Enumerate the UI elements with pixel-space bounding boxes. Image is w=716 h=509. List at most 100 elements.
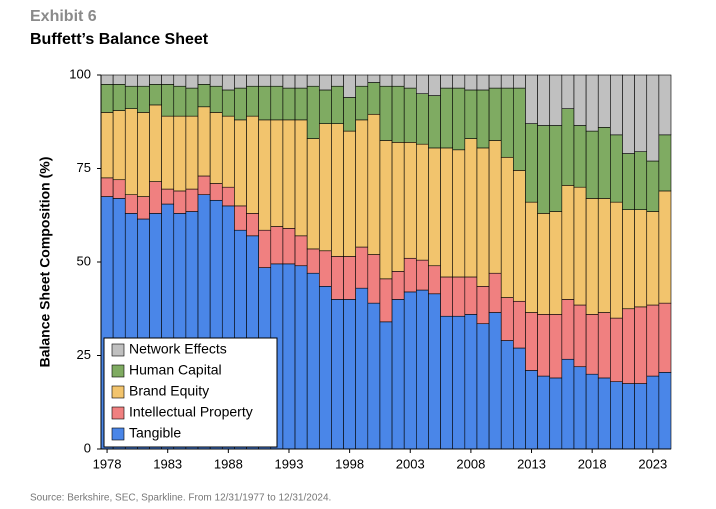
bar-segment xyxy=(585,373,599,450)
bar-segment xyxy=(597,198,611,313)
bar-segment xyxy=(149,74,162,85)
bar-segment xyxy=(234,87,247,121)
bar-segment xyxy=(355,85,369,121)
bar-segment xyxy=(476,74,490,91)
bar-segment xyxy=(610,74,623,136)
legend-swatch xyxy=(111,364,125,378)
bar-segment xyxy=(646,211,660,306)
bar-segment xyxy=(500,87,514,158)
bar-segment xyxy=(403,257,417,293)
bar-segment xyxy=(270,226,284,265)
bar-segment xyxy=(634,306,648,384)
bar-segment xyxy=(561,299,575,360)
bar-segment xyxy=(270,85,284,121)
bar-segment xyxy=(391,74,405,87)
bar-segment xyxy=(500,340,514,450)
bar-segment xyxy=(294,235,308,267)
bar-segment xyxy=(525,74,538,124)
bar-segment xyxy=(549,211,563,315)
bar-segment xyxy=(306,248,320,274)
bar-segment xyxy=(318,74,332,91)
bar-segment xyxy=(500,74,514,89)
bar-segment xyxy=(561,358,575,450)
bar-segment xyxy=(525,370,538,450)
bar-segment xyxy=(161,74,175,85)
bar-segment xyxy=(525,312,538,371)
bar-segment xyxy=(525,123,538,203)
bar-segment xyxy=(561,74,575,109)
bar-segment xyxy=(622,153,635,210)
bar-segment xyxy=(234,205,247,231)
bar-segment xyxy=(537,213,551,315)
bar-segment xyxy=(173,85,187,117)
bar-segment xyxy=(379,140,393,280)
exhibit-label: Exhibit 6 xyxy=(30,8,97,25)
bar-segment xyxy=(221,74,235,91)
bar-segment xyxy=(282,119,296,229)
bar-segment xyxy=(440,74,454,89)
bar-segment xyxy=(610,381,623,450)
bar-segment xyxy=(100,177,114,197)
bar-segment xyxy=(343,74,356,98)
bar-segment xyxy=(488,272,502,313)
bar-segment xyxy=(234,119,247,207)
bar-segment xyxy=(452,87,466,151)
bar-segment xyxy=(585,198,599,315)
bar-segment xyxy=(597,127,611,199)
bar-segment xyxy=(185,188,199,212)
bar-segment xyxy=(367,302,381,450)
bar-segment xyxy=(573,304,587,368)
bar-segment xyxy=(258,74,272,87)
legend-label: Intellectual Property xyxy=(129,404,253,420)
bar-segment xyxy=(464,138,478,278)
y-tick-label: 50 xyxy=(77,253,91,268)
bar-segment xyxy=(137,112,150,197)
bar-segment xyxy=(646,160,660,212)
bar-segment xyxy=(488,312,502,450)
bar-segment xyxy=(549,74,563,126)
bar-segment xyxy=(306,74,320,87)
bar-segment xyxy=(585,130,599,199)
bar-segment xyxy=(173,115,187,192)
bar-segment xyxy=(124,85,138,109)
bar-segment xyxy=(452,74,466,89)
bar-segment xyxy=(549,314,563,379)
bar-segment xyxy=(355,119,369,248)
bar-segment xyxy=(476,147,490,287)
bar-segment xyxy=(428,293,441,450)
bar-segment xyxy=(391,271,405,300)
bar-segment xyxy=(367,74,381,83)
bar-segment xyxy=(367,82,381,115)
y-tick-label: 75 xyxy=(77,160,91,175)
bar-segment xyxy=(343,299,356,450)
bar-segment xyxy=(416,259,429,291)
bar-segment xyxy=(403,87,417,143)
bar-segment xyxy=(306,138,320,250)
bar-segment xyxy=(658,302,672,373)
bar-segment xyxy=(488,140,502,274)
bar-segment xyxy=(270,119,284,227)
bar-segment xyxy=(597,74,611,128)
bar-segment xyxy=(476,286,490,325)
x-tick-label: 1998 xyxy=(335,456,364,471)
bar-segment xyxy=(355,246,369,289)
bar-segment xyxy=(197,106,211,177)
bar-segment xyxy=(416,74,429,95)
x-tick-label: 1993 xyxy=(275,456,304,471)
bar-segment xyxy=(100,112,114,179)
bar-segment xyxy=(112,74,126,85)
bar-segment xyxy=(488,87,502,141)
bar-segment xyxy=(488,74,502,89)
bar-segment xyxy=(549,125,563,212)
bar-segment xyxy=(391,299,405,450)
bar-segment xyxy=(403,291,417,450)
bar-segment xyxy=(610,134,623,203)
x-tick-label: 2013 xyxy=(517,456,546,471)
bar-segment xyxy=(355,287,369,450)
bar-segment xyxy=(318,250,332,287)
legend-swatch xyxy=(111,406,125,420)
bar-segment xyxy=(197,84,211,108)
bar-segment xyxy=(476,323,490,450)
bar-segment xyxy=(452,149,466,278)
bar-segment xyxy=(464,276,478,315)
